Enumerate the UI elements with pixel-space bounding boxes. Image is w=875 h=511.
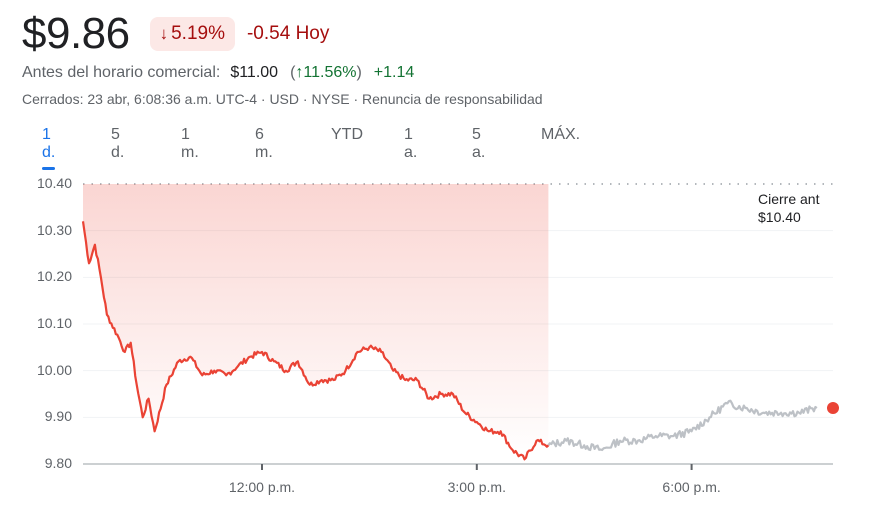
area-fill	[83, 184, 549, 460]
change-absolute: -0.54 Hoy	[246, 23, 330, 44]
paren-open: (	[290, 64, 296, 81]
x-axis-label: 12:00 p.m.	[228, 479, 296, 495]
change-percent-badge: ↓ 5.19%	[149, 17, 235, 51]
chart-canvas	[81, 183, 839, 470]
y-axis-label: 10.30	[36, 221, 72, 238]
y-axis-label: 10.00	[36, 361, 72, 378]
tab-máx[interactable]: MÁX.	[541, 126, 581, 143]
premarket-percent: (↑11.56%)	[290, 64, 362, 82]
price-chart[interactable]: Cierre ant $10.40 10.40 10.30 10.20 10.10 10…	[0, 170, 875, 511]
after-hours-line	[547, 399, 818, 452]
quote-header: $9.86 ↓ 5.19% -0.54 Hoy	[22, 8, 329, 60]
tab-5-d[interactable]: 5 d.	[111, 126, 125, 161]
change-percent: 5.19%	[171, 23, 225, 44]
tab-ytd[interactable]: YTD	[331, 126, 363, 143]
tab-5-a[interactable]: 5 a.	[472, 126, 486, 161]
premarket-row: Antes del horario comercial: $11.00 (↑11…	[22, 64, 414, 82]
x-axis-label: 3:00 p.m.	[447, 479, 506, 495]
price-line	[81, 221, 550, 461]
x-axis-label: 6:00 p.m.	[662, 479, 721, 495]
previous-close-title: Cierre ant	[758, 191, 820, 207]
previous-close-value: $10.40	[758, 209, 801, 225]
current-price: $9.86	[22, 9, 130, 58]
tab-1-m[interactable]: 1 m.	[181, 126, 199, 161]
paren-close: )	[356, 64, 362, 81]
y-axis-label: 9.90	[44, 408, 72, 425]
y-axis-label: 9.80	[44, 455, 72, 471]
arrow-down-icon: ↓	[159, 24, 169, 43]
arrow-up-icon: ↑	[295, 64, 304, 81]
premarket-change: +1.14	[373, 64, 415, 81]
premarket-label: Antes del horario comercial:	[22, 64, 221, 81]
y-axis-label: 10.20	[36, 268, 72, 285]
tab-6-m[interactable]: 6 m.	[255, 126, 273, 161]
premarket-percent-value: 11.56%	[303, 64, 357, 81]
last-price-dot	[827, 402, 839, 414]
premarket-price: $11.00	[230, 64, 279, 81]
previous-close-label: Cierre ant $10.40	[758, 190, 819, 226]
tab-1-d[interactable]: 1 d.	[42, 122, 56, 170]
tab-1-a[interactable]: 1 a.	[404, 126, 418, 161]
y-axis-label: 10.40	[36, 175, 72, 191]
y-axis-label: 10.10	[36, 315, 72, 331]
market-status-meta: Cerrados: 23 abr, 6:08:36 a.m. UTC-4 · U…	[22, 91, 543, 107]
